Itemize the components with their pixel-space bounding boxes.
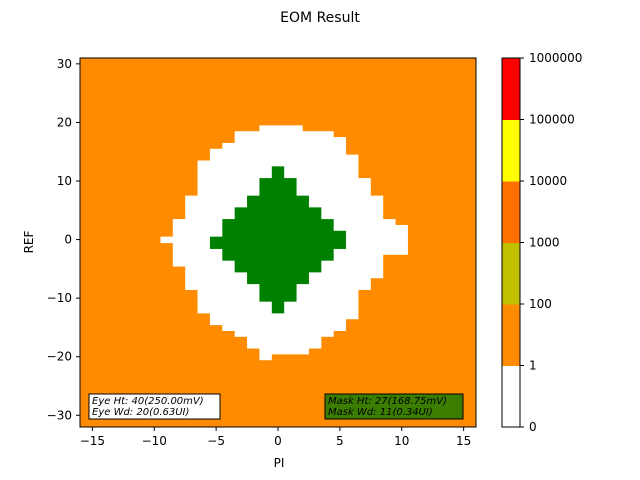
eye-opening-cell-row bbox=[234, 330, 334, 337]
annotation-boxes: Eye Ht: 40(250.00mV)Eye Wd: 20(0.63UI) Ma… bbox=[88, 393, 464, 420]
colorbar-band bbox=[502, 304, 520, 366]
mask-cell-row bbox=[259, 189, 297, 197]
mask-annotation-line: Mask Wd: 11(0.34UI) bbox=[328, 407, 433, 418]
eye-opening-cell-row bbox=[247, 336, 322, 343]
colorbar-tick-label: 1000000 bbox=[529, 51, 582, 65]
mask-cell-row bbox=[222, 230, 347, 238]
colorbar-band bbox=[502, 181, 520, 243]
mask-cell-row bbox=[209, 242, 347, 249]
x-tick-label: 10 bbox=[394, 434, 409, 448]
y-tick-label: 20 bbox=[57, 115, 72, 129]
y-tick-label: −30 bbox=[47, 408, 72, 422]
colorbar-band bbox=[502, 119, 520, 182]
mask-annotation: Mask Ht: 27(168.75mV)Mask Wd: 11(0.34UI) bbox=[324, 393, 464, 420]
mask-cell-row bbox=[222, 219, 334, 226]
eye-opening-cell-row bbox=[247, 342, 322, 349]
eye-annotation-box bbox=[88, 393, 221, 420]
eye-opening-cell-row bbox=[197, 160, 359, 167]
eye-annotation-line: Eye Wd: 20(0.63UI) bbox=[92, 407, 189, 418]
y-axis: −30 −20 −10 0 10 20 30 bbox=[47, 57, 80, 422]
mask-cell-row bbox=[259, 295, 297, 302]
x-tick-label: −5 bbox=[207, 434, 225, 448]
mask-cell-row bbox=[209, 236, 347, 244]
colorbar-band bbox=[502, 242, 520, 305]
x-tick-label: −15 bbox=[80, 434, 105, 448]
mask-cell-row bbox=[247, 201, 309, 208]
mask-cell-row bbox=[259, 289, 297, 296]
mask-cell-row bbox=[247, 277, 309, 285]
mask-cell-row bbox=[234, 213, 322, 220]
heatmap-plot-area bbox=[79, 57, 477, 428]
mask-cell-row bbox=[271, 166, 285, 173]
colorbar-band bbox=[502, 58, 520, 120]
eye-opening-cell-row bbox=[234, 137, 347, 144]
mask-cell-row bbox=[234, 207, 322, 214]
x-tick-label: −10 bbox=[142, 434, 167, 448]
y-tick-label: 0 bbox=[64, 233, 72, 247]
mask-annotation-box bbox=[324, 393, 464, 420]
y-tick-label: 30 bbox=[57, 57, 72, 71]
y-axis-label: REF bbox=[22, 230, 36, 253]
mask-cell-row bbox=[271, 306, 285, 314]
mask-cell-row bbox=[271, 301, 285, 308]
mask-cell-row bbox=[234, 265, 322, 273]
colorbar-tick-label: 1 bbox=[529, 359, 537, 373]
chart-title: EOM Result bbox=[280, 10, 360, 26]
eye-opening-cell-row bbox=[259, 347, 309, 355]
mask-annotation-line: Mask Ht: 27(168.75mV) bbox=[328, 396, 447, 407]
eye-opening-cell-row bbox=[234, 131, 334, 138]
colorbar-tick-label: 0 bbox=[529, 420, 537, 434]
colorbar: 0 1 100 1000 10000 100000 1000000 bbox=[501, 51, 582, 434]
x-axis: −15 −10 −5 0 5 10 15 bbox=[80, 427, 471, 448]
mask-cell-row bbox=[234, 260, 322, 267]
mask-cell-row bbox=[222, 254, 334, 261]
colorbar-tick-label: 1000 bbox=[529, 236, 560, 250]
colorbar-tick-label: 100 bbox=[529, 297, 552, 311]
x-tick-label: 5 bbox=[336, 434, 344, 448]
x-tick-label: 15 bbox=[456, 434, 471, 448]
mask-cell-row bbox=[222, 224, 334, 232]
eye-opening-cell-row bbox=[222, 142, 347, 150]
eye-opening-cell-row bbox=[259, 353, 272, 361]
colorbar-tick-label: 10000 bbox=[529, 174, 567, 188]
eye-opening-cell-row bbox=[209, 154, 359, 162]
y-tick-label: 10 bbox=[57, 174, 72, 188]
x-tick-label: 0 bbox=[274, 434, 282, 448]
mask-cell-row bbox=[247, 195, 309, 203]
eye-opening-cell-row bbox=[209, 318, 347, 326]
x-axis-label: PI bbox=[274, 456, 285, 470]
eye-annotation: Eye Ht: 40(250.00mV)Eye Wd: 20(0.63UI) bbox=[88, 393, 221, 420]
mask-cell-row bbox=[259, 178, 297, 185]
eye-opening-cell-row bbox=[222, 324, 347, 331]
colorbar-band bbox=[502, 365, 520, 428]
eye-opening-cell-row bbox=[209, 148, 347, 156]
mask-cell-row bbox=[259, 283, 297, 290]
eye-opening-cell-row bbox=[209, 312, 359, 320]
mask-cell-row bbox=[259, 183, 297, 191]
eye-annotation-line: Eye Ht: 40(250.00mV) bbox=[92, 396, 204, 407]
colorbar-tick-label: 100000 bbox=[529, 113, 575, 127]
mask-cell-row bbox=[222, 248, 334, 255]
mask-cell-row bbox=[271, 172, 285, 179]
y-tick-label: −20 bbox=[47, 350, 72, 364]
y-tick-label: −10 bbox=[47, 291, 72, 305]
eye-opening-cell-row bbox=[259, 125, 303, 132]
mask-cell-row bbox=[247, 271, 309, 279]
